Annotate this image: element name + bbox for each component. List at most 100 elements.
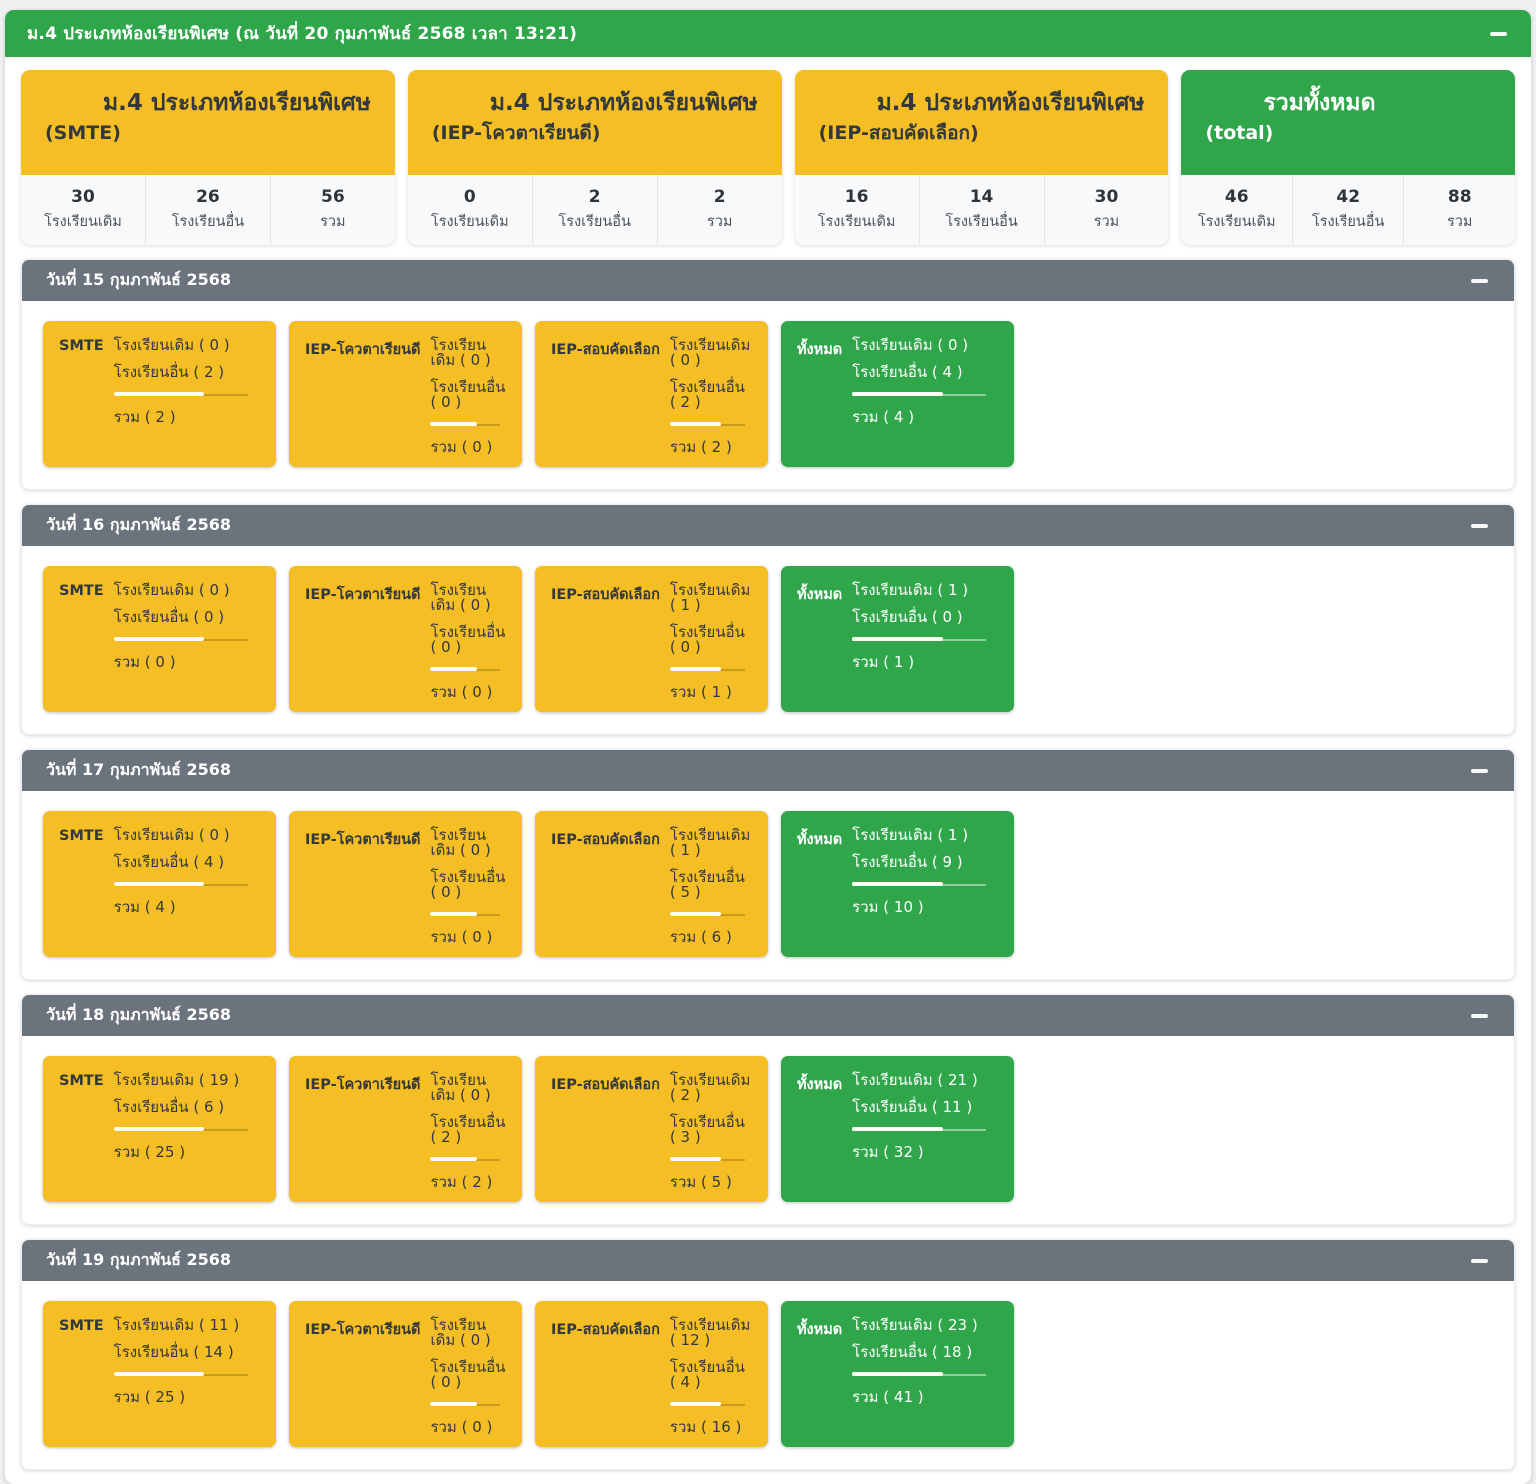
program-stat-other-school: โรงเรียนอื่น ( 11 ) xyxy=(852,1098,973,1116)
date-section-header[interactable]: วันที่ 18 กุมภาพันธ์ 2568 xyxy=(22,995,1514,1036)
stat-value: 30 xyxy=(1094,187,1119,207)
program-stat-total: รวม ( 2 ) xyxy=(430,1173,493,1191)
stat-value: 56 xyxy=(321,187,345,207)
stat-label: โรงเรียนอื่น xyxy=(945,214,1018,230)
program-stat-other-school: โรงเรียนอื่น ( 9 ) xyxy=(852,853,963,871)
divider-fill-line xyxy=(852,882,943,886)
program-card-stats: โรงเรียนเดิม ( 0 ) โรงเรียนอื่น ( 2 ) รว… xyxy=(669,335,752,455)
program-card: SMTE โรงเรียนเดิม ( 11 ) โรงเรียนอื่น ( … xyxy=(43,1301,276,1447)
program-card: ทั้งหมด โรงเรียนเดิม ( 21 ) โรงเรียนอื่น… xyxy=(781,1056,1014,1202)
divider-fill-line xyxy=(430,1157,478,1161)
program-card: ทั้งหมด โรงเรียนเดิม ( 0 ) โรงเรียนอื่น … xyxy=(781,321,1014,467)
program-stat-total: รวม ( 1 ) xyxy=(852,653,915,671)
program-card: ทั้งหมด โรงเรียนเดิม ( 23 ) โรงเรียนอื่น… xyxy=(781,1301,1014,1447)
summary-card-subtitle: (total) xyxy=(1205,122,1274,145)
date-section: วันที่ 15 กุมภาพันธ์ 2568 SMTE โรงเรียนเ… xyxy=(21,259,1515,490)
date-section-header[interactable]: วันที่ 16 กุมภาพันธ์ 2568 xyxy=(22,505,1514,546)
divider-fill-line xyxy=(430,912,478,916)
stat-other-school: 2 โรงเรียนอื่น xyxy=(531,175,657,245)
divider xyxy=(852,1372,998,1377)
program-stat-other-school: โรงเรียนอื่น ( 0 ) xyxy=(430,623,506,656)
program-stat-other-school: โรงเรียนอื่น ( 2 ) xyxy=(430,1113,506,1146)
program-stat-other-school: โรงเรียนอื่น ( 5 ) xyxy=(669,868,745,901)
program-stat-other-school: โรงเรียนอื่น ( 2 ) xyxy=(669,378,745,411)
program-stat-old-school: โรงเรียนเดิม ( 0 ) xyxy=(113,581,230,599)
panel-body: ม.4 ประเภทห้องเรียนพิเศษ (SMTE) 30 โรงเร… xyxy=(5,57,1531,1474)
program-card: IEP-สอบคัดเลือก โรงเรียนเดิม ( 1 ) โรงเร… xyxy=(535,566,768,712)
section-collapse-button[interactable] xyxy=(1468,1250,1490,1272)
program-card: IEP-สอบคัดเลือก โรงเรียนเดิม ( 0 ) โรงเร… xyxy=(535,321,768,467)
program-stat-other-school: โรงเรียนอื่น ( 0 ) xyxy=(430,1358,506,1391)
program-stat-total: รวม ( 4 ) xyxy=(852,408,915,426)
divider-fill-line xyxy=(669,1402,721,1406)
date-section-header[interactable]: วันที่ 19 กุมภาพันธ์ 2568 xyxy=(22,1240,1514,1281)
program-card-stats: โรงเรียนเดิม ( 12 ) โรงเรียนอื่น ( 4 ) ร… xyxy=(669,1315,752,1435)
program-card-label: IEP-สอบคัดเลือก xyxy=(551,832,660,848)
program-card-label: SMTE xyxy=(59,338,104,354)
program-card: ทั้งหมด โรงเรียนเดิม ( 1 ) โรงเรียนอื่น … xyxy=(781,811,1014,957)
divider-fill-line xyxy=(113,1127,205,1131)
divider xyxy=(430,422,506,427)
program-card: IEP-โควตาเรียนดี โรงเรียนเดิม ( 0 ) โรงเ… xyxy=(289,811,522,957)
stat-value: 88 xyxy=(1447,187,1472,207)
stat-old-school: 16 โรงเรียนเดิม xyxy=(795,175,919,245)
date-section-header[interactable]: วันที่ 15 กุมภาพันธ์ 2568 xyxy=(22,260,1514,301)
program-card-stats: โรงเรียนเดิม ( 2 ) โรงเรียนอื่น ( 3 ) รว… xyxy=(669,1070,752,1190)
program-card-stats: โรงเรียนเดิม ( 0 ) โรงเรียนอื่น ( 4 ) รว… xyxy=(852,335,998,425)
program-stat-old-school: โรงเรียนเดิม ( 0 ) xyxy=(430,581,491,614)
program-card-label: SMTE xyxy=(59,1073,104,1089)
divider xyxy=(852,882,998,887)
program-stat-old-school: โรงเรียนเดิม ( 1 ) xyxy=(852,581,969,599)
divider xyxy=(113,392,260,397)
stat-label: โรงเรียนเดิม xyxy=(817,214,896,230)
divider xyxy=(113,1127,260,1132)
section-collapse-button[interactable] xyxy=(1468,1005,1490,1027)
stat-label: โรงเรียนเดิม xyxy=(430,214,509,230)
stat-label: โรงเรียนอื่น xyxy=(1311,214,1385,230)
program-stat-old-school: โรงเรียนเดิม ( 1 ) xyxy=(669,826,751,859)
divider-fill-line xyxy=(430,667,478,671)
date-section-title: วันที่ 16 กุมภาพันธ์ 2568 xyxy=(46,515,231,534)
date-section-body: SMTE โรงเรียนเดิม ( 0 ) โรงเรียนอื่น ( 4… xyxy=(22,791,1514,979)
program-stat-total: รวม ( 41 ) xyxy=(852,1388,924,1406)
minus-icon xyxy=(1470,768,1488,773)
date-section-header[interactable]: วันที่ 17 กุมภาพันธ์ 2568 xyxy=(22,750,1514,791)
divider xyxy=(430,912,506,917)
section-collapse-button[interactable] xyxy=(1468,515,1490,537)
program-stat-other-school: โรงเรียนอื่น ( 0 ) xyxy=(430,378,506,411)
program-card-stats: โรงเรียนเดิม ( 0 ) โรงเรียนอื่น ( 0 ) รว… xyxy=(430,1315,506,1435)
program-stat-old-school: โรงเรียนเดิม ( 0 ) xyxy=(430,336,491,369)
program-stat-old-school: โรงเรียนเดิม ( 0 ) xyxy=(113,826,230,844)
stat-value: 2 xyxy=(588,187,601,207)
stat-total: 56 รวม xyxy=(269,175,395,245)
date-section: วันที่ 17 กุมภาพันธ์ 2568 SMTE โรงเรียนเ… xyxy=(21,749,1515,980)
divider xyxy=(852,1127,998,1132)
section-collapse-button[interactable] xyxy=(1468,760,1490,782)
program-card-label: IEP-โควตาเรียนดี xyxy=(305,342,421,358)
divider xyxy=(430,1157,506,1162)
summary-card-iep-quota: ม.4 ประเภทห้องเรียนพิเศษ (IEP-โควตาเรียน… xyxy=(407,70,782,245)
divider xyxy=(113,1372,260,1377)
program-card-label: SMTE xyxy=(59,1318,104,1334)
program-card: IEP-สอบคัดเลือก โรงเรียนเดิม ( 1 ) โรงเร… xyxy=(535,811,768,957)
panel-collapse-button[interactable] xyxy=(1487,23,1509,45)
program-card-label: IEP-โควตาเรียนดี xyxy=(305,1322,421,1338)
program-stat-old-school: โรงเรียนเดิม ( 23 ) xyxy=(852,1316,978,1334)
stat-value: 42 xyxy=(1336,187,1361,207)
divider-fill-line xyxy=(669,912,721,916)
summary-card-stats: 46 โรงเรียนเดิม 42 โรงเรียนอื่น 88 รวม xyxy=(1181,175,1515,245)
divider xyxy=(852,392,998,397)
divider-fill-line xyxy=(430,422,478,426)
program-card-label: IEP-สอบคัดเลือก xyxy=(551,342,660,358)
date-section-title: วันที่ 17 กุมภาพันธ์ 2568 xyxy=(46,760,231,779)
program-card: IEP-สอบคัดเลือก โรงเรียนเดิม ( 12 ) โรงเ… xyxy=(535,1301,768,1447)
program-card-stats: โรงเรียนเดิม ( 1 ) โรงเรียนอื่น ( 9 ) รว… xyxy=(852,825,998,915)
stat-total: 2 รวม xyxy=(656,175,782,245)
minus-icon xyxy=(1470,523,1488,528)
program-card-label: ทั้งหมด xyxy=(797,587,843,603)
date-section-title: วันที่ 19 กุมภาพันธ์ 2568 xyxy=(46,1250,231,1269)
divider-fill-line xyxy=(852,637,943,641)
section-collapse-button[interactable] xyxy=(1468,270,1490,292)
date-section: วันที่ 16 กุมภาพันธ์ 2568 SMTE โรงเรียนเ… xyxy=(21,504,1515,735)
program-card-stats: โรงเรียนเดิม ( 1 ) โรงเรียนอื่น ( 0 ) รว… xyxy=(852,580,998,670)
